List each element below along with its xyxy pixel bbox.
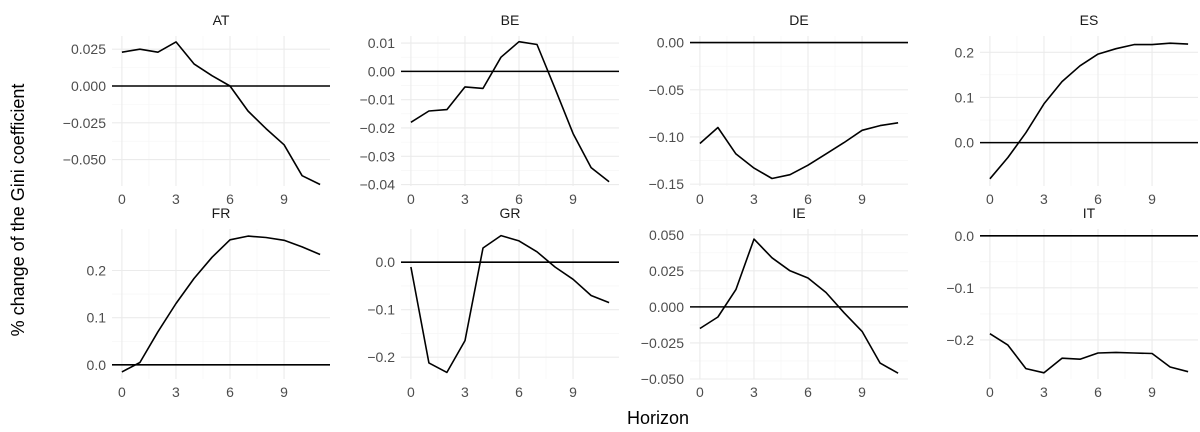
y-tick-label: 0.00 [368,63,395,79]
x-tick-label: 3 [461,191,469,207]
panel-ie: 0.050 0.025 0.000 −0.025 −0.050 IE 0 3 6 9 [641,205,908,400]
y-tick-label: −0.04 [360,177,396,193]
x-tick-label: 0 [118,384,126,400]
panel-title-ie: IE [792,205,805,221]
x-tick-label: 3 [461,384,469,400]
x-axis-title: Horizon [627,408,689,428]
panel-de: 0.00 −0.05 −0.10 −0.15 DE 0 3 6 9 [649,12,908,207]
y-tick-label: −0.03 [360,148,396,164]
panel-title-it: IT [1083,205,1096,221]
x-tick-label: 3 [172,384,180,400]
x-tick-label: 9 [280,191,288,207]
y-tick-label: −0.2 [946,332,974,348]
y-tick-label: −0.02 [360,120,396,136]
x-tick-label: 6 [1094,191,1102,207]
series-line-gr [410,234,610,374]
x-tick-label: 9 [569,191,577,207]
panel-es: 0.2 0.1 0.0 ES 0 3 6 9 [955,12,1198,207]
y-tick-label: 0.0 [955,135,975,151]
y-tick-label: 0.0 [955,228,975,244]
x-tick-label: 0 [118,191,126,207]
y-tick-label: 0.000 [649,299,684,315]
panel-title-be: BE [501,12,520,28]
y-tick-label: −0.050 [641,371,684,387]
y-tick-label: 0.0 [87,357,107,373]
panel-fr: 0.2 0.1 0.0 FR 0 3 6 9 [87,205,330,400]
y-tick-label: 0.0 [376,254,396,270]
panel-title-es: ES [1080,12,1099,28]
y-tick-label: −0.05 [649,82,685,98]
y-tick-label: 0.000 [71,78,106,94]
x-tick-label: 3 [172,191,180,207]
x-tick-label: 6 [226,384,234,400]
x-tick-label: 0 [986,191,994,207]
x-tick-label: 6 [515,191,523,207]
panel-at: 0.025 0.000 −0.025 −0.050 AT 0 3 6 9 [63,12,330,207]
x-tick-label: 9 [1148,384,1156,400]
y-axis-title: % change of the Gini coefficient [8,84,28,337]
y-tick-label: 0.2 [87,263,107,279]
x-tick-label: 0 [407,384,415,400]
x-tick-label: 9 [569,384,577,400]
panel-title-at: AT [213,12,230,28]
y-tick-label: 0.025 [71,41,106,57]
x-tick-label: 0 [696,384,704,400]
series-line-it [989,333,1189,374]
panel-title-gr: GR [500,205,521,221]
series-line-fr [121,235,321,373]
y-tick-label: −0.050 [63,152,106,168]
x-tick-label: 3 [1040,384,1048,400]
y-tick-label: 0.00 [657,35,684,51]
y-tick-label: 0.1 [87,310,107,326]
series-line-be [410,40,610,183]
x-tick-label: 9 [280,384,288,400]
x-tick-label: 6 [804,384,812,400]
y-tick-label: −0.025 [63,115,106,131]
y-tick-label: −0.1 [946,280,974,296]
x-tick-label: 0 [407,191,415,207]
y-tick-label: 0.2 [955,44,975,60]
y-tick-label: −0.025 [641,335,684,351]
y-tick-label: −0.10 [649,129,685,145]
panel-it: 0.0 −0.1 −0.2 IT 0 3 6 9 [946,205,1198,400]
panel-title-de: DE [789,12,808,28]
x-tick-label: 6 [226,191,234,207]
panel-be: 0.01 0.00 −0.01 −0.02 −0.03 −0.04 BE 0 3 6 9 [360,12,619,207]
series-line-de [699,122,899,180]
x-tick-label: 6 [1094,384,1102,400]
x-tick-label: 9 [858,191,866,207]
x-tick-label: 0 [986,384,994,400]
x-tick-label: 3 [750,384,758,400]
panel-gr: 0.0 −0.1 −0.2 GR 0 3 6 9 [367,205,619,400]
x-tick-label: 6 [515,384,523,400]
x-tick-label: 6 [804,191,812,207]
y-tick-label: 0.025 [649,263,684,279]
y-tick-label: −0.2 [367,349,395,365]
x-tick-label: 3 [1040,191,1048,207]
y-tick-label: −0.1 [367,302,395,318]
x-tick-label: 3 [750,191,758,207]
x-tick-label: 9 [858,384,866,400]
y-tick-label: 0.050 [649,227,684,243]
series-line-es [989,42,1189,180]
y-tick-label: 0.1 [955,89,975,105]
series-line-ie [699,238,899,374]
x-tick-label: 0 [696,191,704,207]
x-tick-label: 9 [1148,191,1156,207]
y-tick-label: −0.01 [360,92,396,108]
y-tick-label: −0.15 [649,176,685,192]
series-line-at [121,41,321,186]
y-tick-label: 0.01 [368,35,395,51]
panel-title-fr: FR [212,205,231,221]
